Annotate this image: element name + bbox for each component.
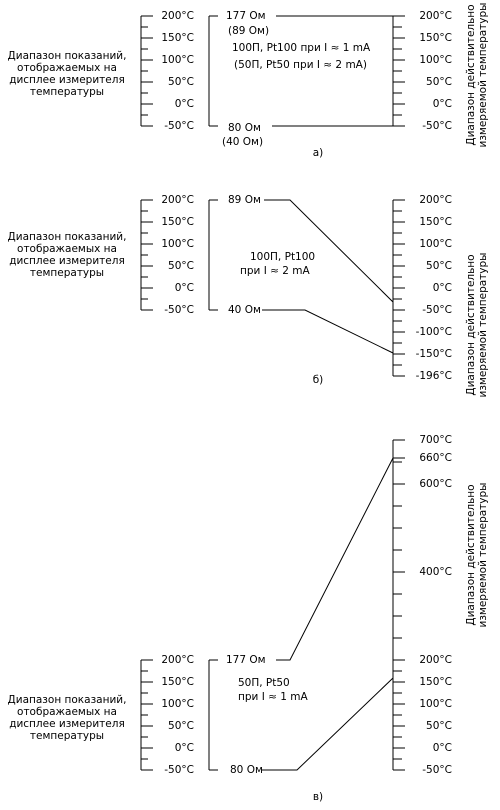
- middle-text: 80 Ом: [228, 122, 261, 134]
- left-scale-label: 50°C: [168, 720, 194, 732]
- right-scale-label: 200°C: [419, 654, 452, 666]
- connector: [262, 677, 394, 771]
- right-scale-label: -196°C: [416, 370, 452, 382]
- right-scale-label: 0°C: [433, 98, 452, 110]
- left-scale-label: 150°C: [161, 32, 194, 44]
- middle-text: 100П, Pt100: [250, 251, 315, 263]
- right-caption: измеряемой температуры: [477, 483, 489, 628]
- right-scale-label: 100°C: [419, 238, 452, 250]
- right-scale-label: 100°C: [419, 54, 452, 66]
- right-scale-label: -100°C: [416, 326, 452, 338]
- left-caption: отображаемых на: [17, 706, 117, 718]
- left-scale-label: 100°C: [161, 238, 194, 250]
- panel-label: б): [313, 374, 324, 386]
- middle-text: 177 Ом: [226, 10, 266, 22]
- right-scale-label: 600°C: [419, 478, 452, 490]
- right-scale-label: 200°C: [419, 194, 452, 206]
- left-caption: температуры: [30, 267, 104, 279]
- right-caption: измеряемой температуры: [477, 253, 489, 398]
- middle-text: (40 Ом): [222, 136, 263, 148]
- right-scale-label: 50°C: [426, 720, 452, 732]
- left-caption: дисплее измерителя: [9, 718, 125, 730]
- left-caption: отображаемых на: [17, 243, 117, 255]
- middle-text: при I ≈ 1 mA: [238, 691, 309, 703]
- right-scale-label: 0°C: [433, 282, 452, 294]
- right-scale-label: 700°C: [419, 434, 452, 446]
- left-scale-label: 200°C: [161, 654, 194, 666]
- right-scale-label: 200°C: [419, 10, 452, 22]
- connector: [262, 309, 394, 354]
- middle-text: 80 Ом: [230, 764, 263, 776]
- middle-text: 177 Ом: [226, 654, 266, 666]
- left-scale-label: 100°C: [161, 54, 194, 66]
- left-scale-label: -50°C: [164, 304, 194, 316]
- left-scale-label: 100°C: [161, 698, 194, 710]
- middle-text: 40 Ом: [228, 304, 261, 316]
- right-scale-label: 150°C: [419, 216, 452, 228]
- right-scale-label: 660°C: [419, 452, 452, 464]
- left-scale-label: -50°C: [164, 120, 194, 132]
- left-caption: Диапазон показаний,: [8, 50, 127, 62]
- left-scale-label: 200°C: [161, 194, 194, 206]
- left-scale-label: 200°C: [161, 10, 194, 22]
- right-scale-label: -50°C: [422, 120, 452, 132]
- right-caption: измеряемой температуры: [477, 3, 489, 148]
- right-scale-label: 150°C: [419, 32, 452, 44]
- left-scale-label: 50°C: [168, 76, 194, 88]
- right-scale-label: -50°C: [422, 764, 452, 776]
- right-caption: Диапазон действительно: [465, 4, 477, 145]
- panel-label: а): [313, 147, 324, 159]
- right-caption: Диапазон действительно: [465, 254, 477, 395]
- middle-text: (89 Ом): [228, 25, 269, 37]
- middle-text: 100П, Pt100 при I ≈ 1 mA: [232, 42, 371, 54]
- right-scale-label: 50°C: [426, 260, 452, 272]
- connector: [276, 457, 394, 661]
- right-scale-label: 0°C: [433, 742, 452, 754]
- middle-text: (50П, Pt50 при I ≈ 2 mA): [234, 59, 367, 71]
- left-caption: отображаемых на: [17, 62, 117, 74]
- left-scale-label: 0°C: [175, 282, 194, 294]
- left-scale-label: 50°C: [168, 260, 194, 272]
- right-scale-label: 150°C: [419, 676, 452, 688]
- right-scale-label: -150°C: [416, 348, 452, 360]
- left-scale-label: -50°C: [164, 764, 194, 776]
- middle-text: 50П, Pt50: [238, 677, 290, 689]
- middle-text: при I ≈ 2 mA: [240, 265, 311, 277]
- right-scale-label: 50°C: [426, 76, 452, 88]
- right-caption: Диапазон действительно: [465, 484, 477, 625]
- left-scale-label: 0°C: [175, 742, 194, 754]
- left-caption: температуры: [30, 86, 104, 98]
- left-scale-label: 0°C: [175, 98, 194, 110]
- right-scale-label: 100°C: [419, 698, 452, 710]
- left-caption: Диапазон показаний,: [8, 231, 127, 243]
- left-caption: Диапазон показаний,: [8, 694, 127, 706]
- connector: [264, 199, 394, 303]
- left-scale-label: 150°C: [161, 676, 194, 688]
- left-scale-label: 150°C: [161, 216, 194, 228]
- right-scale-label: -50°C: [422, 304, 452, 316]
- right-scale-label: 400°C: [419, 566, 452, 578]
- left-caption: дисплее измерителя: [9, 74, 125, 86]
- left-caption: температуры: [30, 730, 104, 742]
- panel-label: в): [313, 791, 323, 803]
- left-caption: дисплее измерителя: [9, 255, 125, 267]
- middle-text: 89 Ом: [228, 194, 261, 206]
